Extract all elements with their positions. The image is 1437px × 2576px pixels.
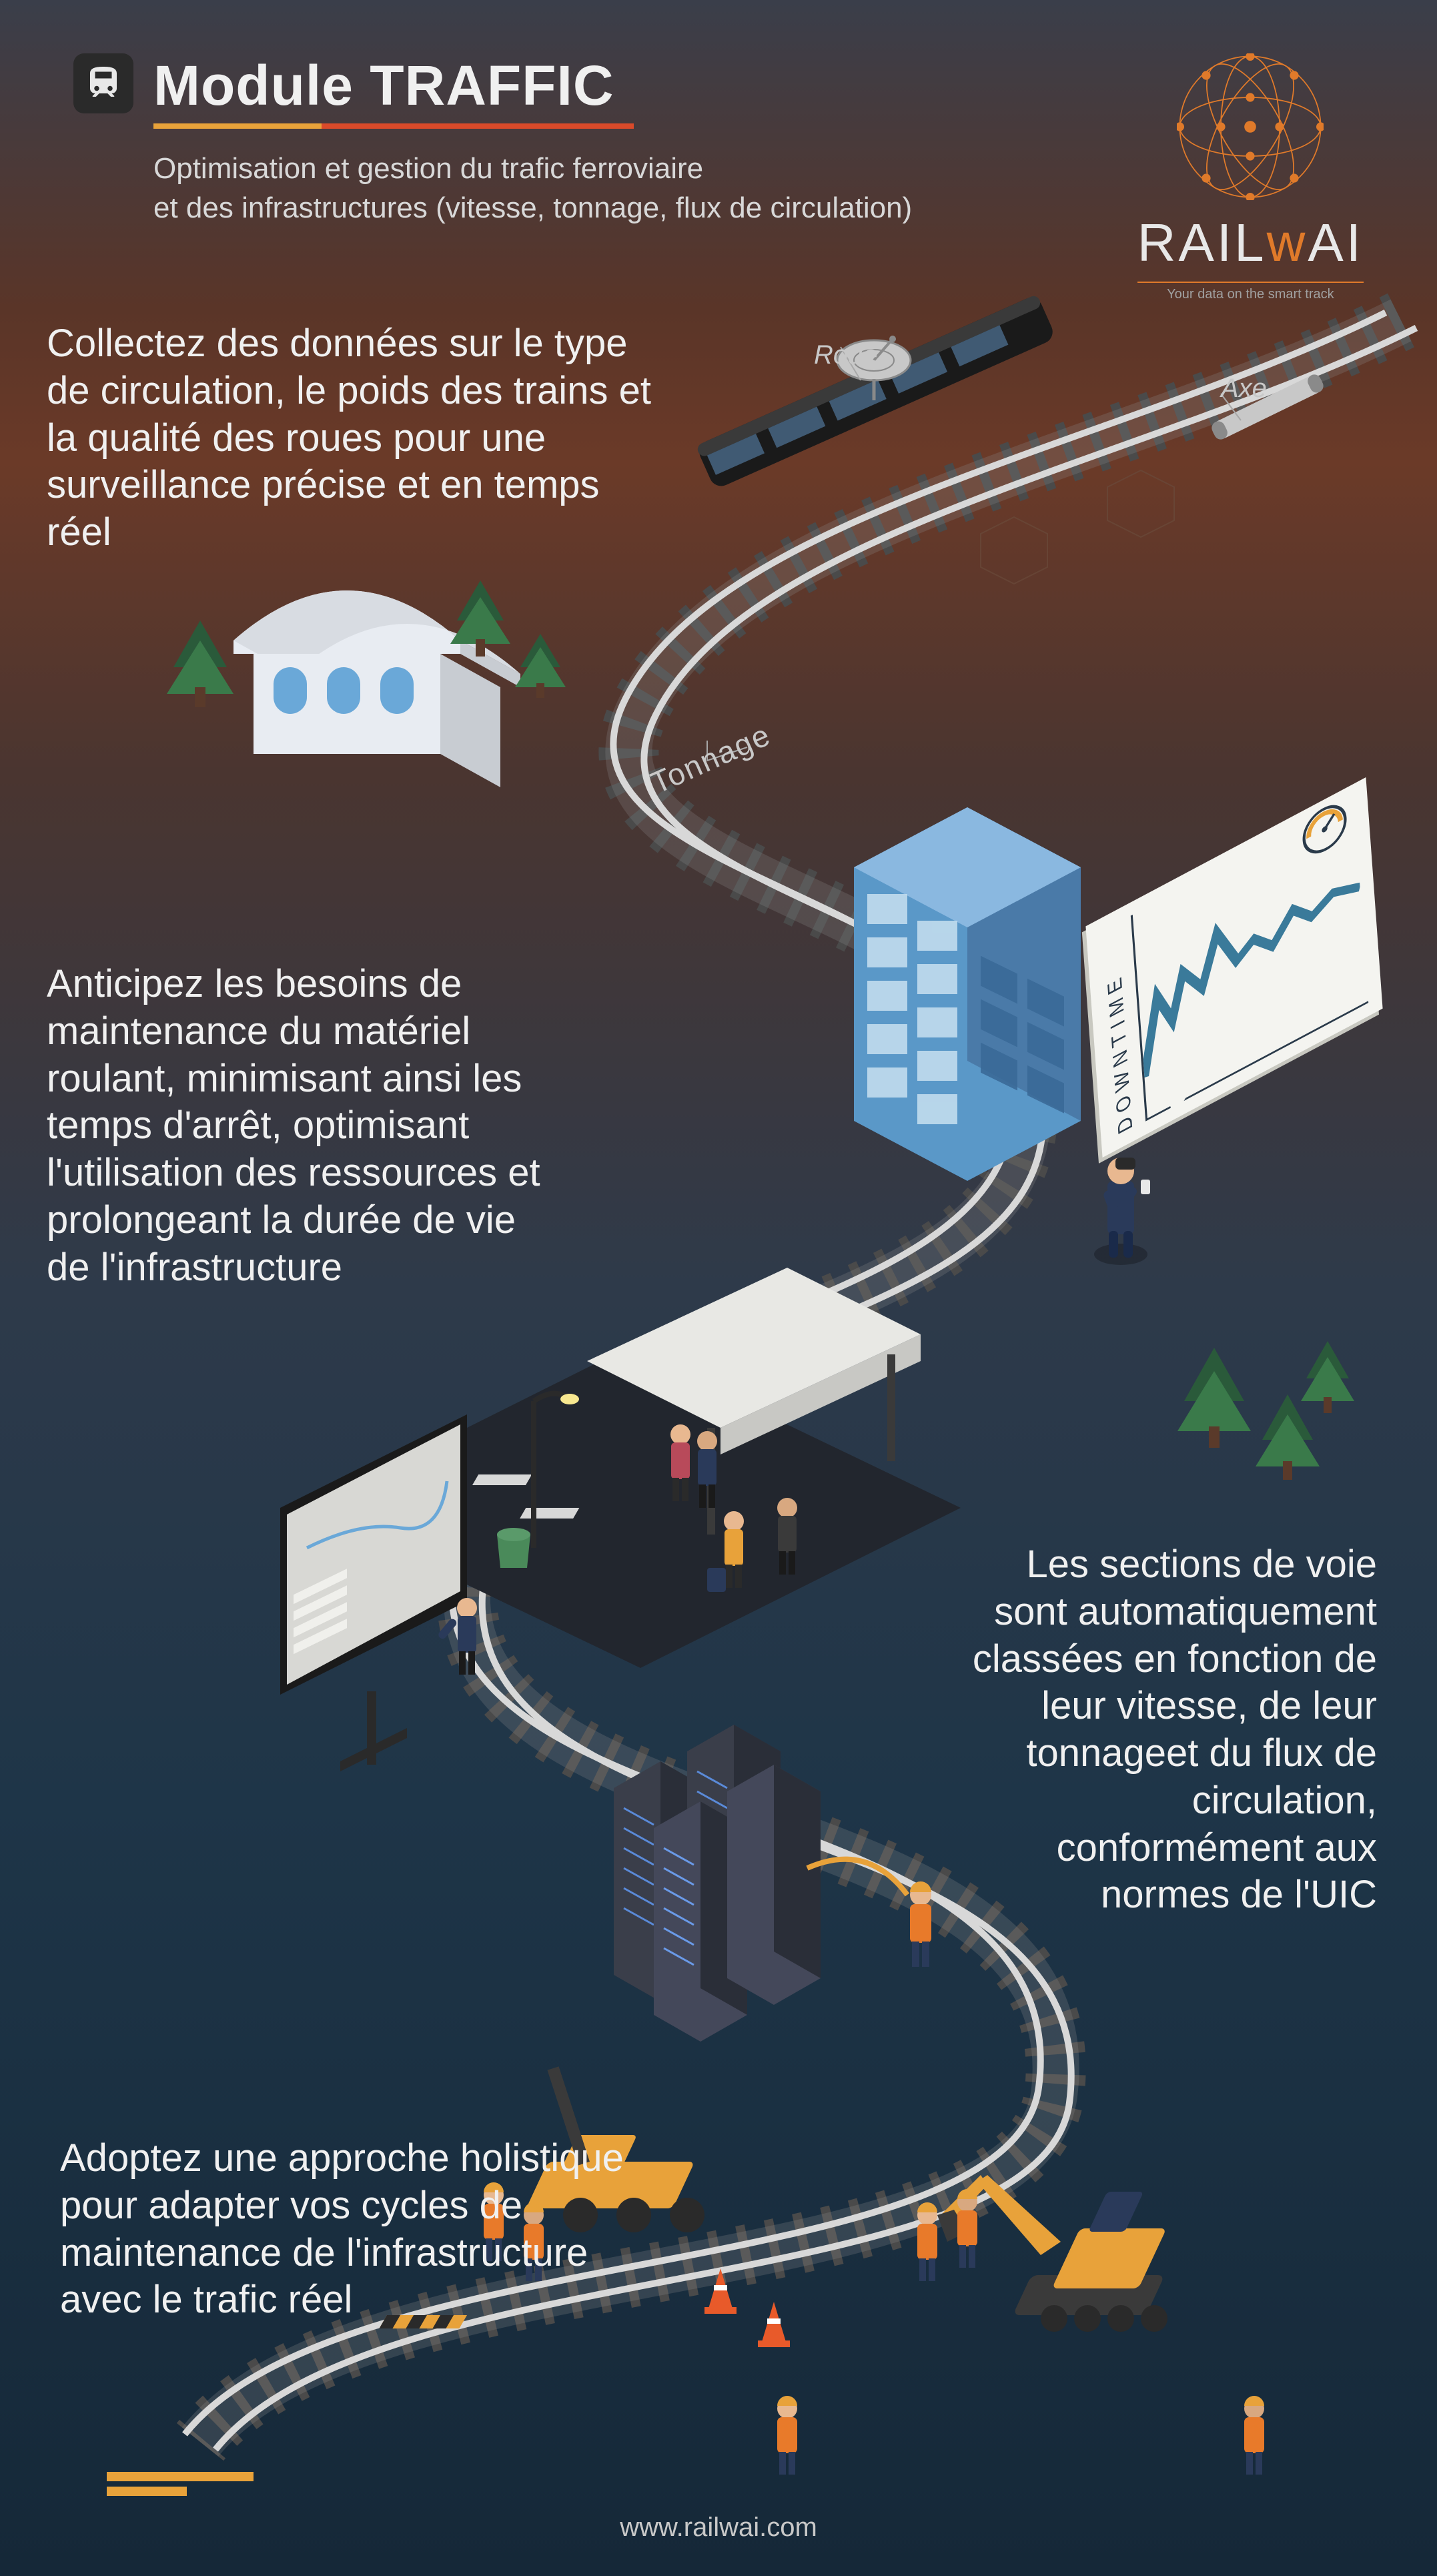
annotation-roue: Roue [814, 340, 878, 370]
cone-icon [704, 2268, 737, 2314]
station-building [233, 590, 520, 787]
header: Module TRAFFIC Optimisation et gestion d… [73, 53, 1364, 302]
text-block-4: Adoptez une approche holistique pour ada… [60, 2135, 674, 2324]
tree-icon [515, 634, 566, 698]
page-subtitle: Optimisation et gestion du trafic ferrov… [153, 149, 912, 228]
map-screen [280, 1414, 467, 1771]
billboard-ylabel: DOWNTIME [1100, 920, 1137, 1138]
footer-url: www.railwai.com [0, 2513, 1437, 2543]
annotation-axe: Axe [1221, 374, 1267, 404]
footer: www.railwai.com [0, 2513, 1437, 2543]
cone-icon [758, 2302, 790, 2347]
brand-w: w [1267, 213, 1308, 272]
page-title: Module TRAFFIC [153, 53, 912, 118]
brand-wordmark: RAILwAI [1137, 212, 1364, 274]
header-left: Module TRAFFIC Optimisation et gestion d… [73, 53, 912, 228]
text-block-1: Collectez des données sur le type de cir… [47, 320, 660, 556]
text-block-2: Anticipez les besoins de maintenance du … [47, 961, 554, 1291]
office-building [854, 807, 1081, 1181]
person-icon [777, 1498, 797, 1575]
person-icon [707, 1511, 744, 1592]
brand-ai: AI [1308, 213, 1364, 272]
worker-icon [917, 2202, 937, 2281]
person-icon [697, 1431, 717, 1508]
worker-icon [910, 1881, 931, 1967]
person-icon [670, 1424, 690, 1501]
billboard-chart [1131, 797, 1368, 1122]
person-icon [437, 1598, 477, 1675]
logo-orb-icon [1177, 53, 1324, 200]
annotation-tonnage: Tonnage [645, 717, 776, 801]
train-icon [73, 53, 133, 113]
title-block: Module TRAFFIC Optimisation et gestion d… [153, 53, 912, 228]
server-racks [614, 1725, 907, 2042]
title-underline [153, 123, 634, 129]
tree-icon [1301, 1341, 1354, 1413]
worker-icon [957, 2189, 977, 2268]
brand-rail: RAIL [1137, 213, 1267, 272]
tree-icon [1177, 1348, 1251, 1448]
billboard-pointer [1161, 1080, 1214, 1133]
worker-icon [1244, 2396, 1264, 2475]
downtime-billboard: DOWNTIME [1085, 777, 1382, 1158]
worker-icon [777, 2396, 797, 2475]
footer-accent-bars [107, 2472, 254, 2496]
train-icon-iso [696, 294, 1057, 490]
tree-icon [450, 580, 510, 657]
brand-logo: RAILwAI Your data on the smart track [1137, 53, 1364, 302]
brand-tagline: Your data on the smart track [1137, 282, 1364, 302]
person-icon [1094, 1158, 1150, 1265]
tree-icon [1256, 1394, 1320, 1480]
tree-icon [167, 620, 233, 707]
platform [280, 1268, 961, 1771]
text-block-3: Les sections de voie sont automatiquemen… [963, 1541, 1377, 1919]
